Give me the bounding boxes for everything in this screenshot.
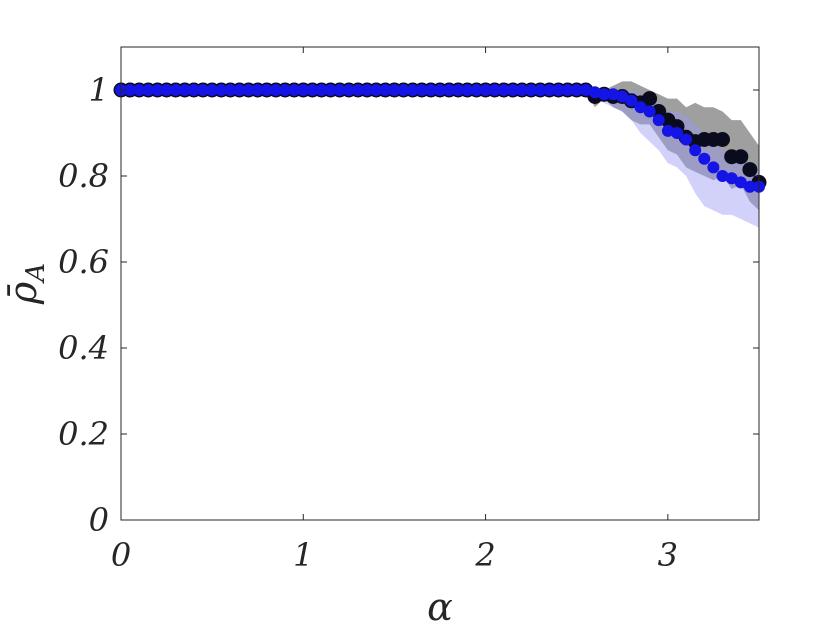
point-series-2 xyxy=(151,84,164,96)
y-axis-label-main: ρ̄ xyxy=(1,281,45,305)
axis-ticks xyxy=(120,47,759,521)
point-series-2 xyxy=(342,84,355,96)
point-series-2 xyxy=(561,84,574,96)
y-axis-label-subscript: A xyxy=(21,263,51,284)
point-series-1 xyxy=(642,91,658,107)
point-series-2 xyxy=(206,84,219,96)
point-series-2 xyxy=(607,88,620,101)
point-series-2 xyxy=(379,84,392,96)
point-series-2 xyxy=(187,84,200,96)
point-series-2 xyxy=(352,84,364,96)
point-series-2 xyxy=(443,84,456,96)
point-series-2 xyxy=(570,84,583,96)
point-series-2 xyxy=(260,84,273,96)
point-series-2 xyxy=(525,84,538,96)
point-series-2 xyxy=(716,170,729,182)
point-series-2 xyxy=(315,84,328,96)
y-tick-label: 0.8 xyxy=(58,157,109,195)
point-series-2 xyxy=(288,84,301,96)
point-series-2 xyxy=(734,176,747,189)
point-series-2 xyxy=(634,101,647,114)
point-series-2 xyxy=(588,86,601,99)
point-series-2 xyxy=(370,84,383,96)
point-series-2 xyxy=(142,84,155,96)
point-series-2 xyxy=(224,84,237,96)
point-series-2 xyxy=(424,84,437,96)
point-series-2 xyxy=(215,84,228,96)
point-series-2 xyxy=(406,84,419,96)
point-series-2 xyxy=(488,84,501,96)
point-series-2 xyxy=(169,84,182,96)
point-series-2 xyxy=(689,144,702,157)
point-series-2 xyxy=(297,84,310,96)
point-series-2 xyxy=(743,180,756,193)
x-tick-label: 3 xyxy=(658,536,678,574)
point-series-1 xyxy=(733,149,749,165)
point-series-2 xyxy=(397,84,410,96)
point-series-2 xyxy=(160,84,173,96)
point-series-2 xyxy=(497,84,510,96)
y-tick-label: 0.4 xyxy=(58,329,109,367)
point-series-1 xyxy=(742,162,758,178)
point-series-2 xyxy=(434,84,446,96)
point-series-2 xyxy=(178,84,191,96)
point-series-2 xyxy=(680,133,693,146)
point-series-2 xyxy=(361,84,374,96)
point-series-2 xyxy=(698,152,711,165)
data-points xyxy=(113,82,767,193)
point-series-2 xyxy=(643,105,656,118)
point-series-2 xyxy=(661,124,674,137)
point-series-2 xyxy=(625,94,638,107)
point-series-2 xyxy=(269,84,282,96)
point-series-2 xyxy=(506,84,519,96)
x-tick-label: 2 xyxy=(474,536,495,574)
axes-box xyxy=(120,46,760,521)
y-tick-label: 1 xyxy=(89,71,109,109)
point-series-2 xyxy=(579,84,592,96)
point-series-2 xyxy=(461,84,474,96)
x-axis-label: α xyxy=(427,585,453,629)
point-series-2 xyxy=(133,84,146,96)
point-series-2 xyxy=(333,84,346,96)
point-series-2 xyxy=(306,84,319,96)
point-series-2 xyxy=(324,84,337,96)
point-series-2 xyxy=(516,84,528,96)
point-series-2 xyxy=(452,84,465,96)
x-tick-label: 0 xyxy=(111,536,131,574)
point-series-2 xyxy=(124,84,137,96)
point-series-2 xyxy=(415,84,428,96)
point-series-2 xyxy=(725,172,738,185)
point-series-2 xyxy=(552,84,565,96)
point-series-2 xyxy=(534,84,547,96)
point-series-2 xyxy=(388,84,401,96)
point-series-2 xyxy=(242,84,255,96)
point-series-2 xyxy=(598,88,611,101)
point-series-2 xyxy=(479,84,492,96)
point-series-1 xyxy=(715,132,730,147)
y-tick-label: 0.2 xyxy=(58,415,109,453)
point-series-2 xyxy=(671,127,683,139)
point-series-2 xyxy=(707,161,720,174)
point-series-2 xyxy=(652,114,665,127)
point-series-2 xyxy=(543,84,556,96)
point-series-2 xyxy=(470,84,483,96)
point-series-2 xyxy=(251,84,264,96)
point-series-2 xyxy=(279,84,292,96)
point-series-2 xyxy=(616,90,629,103)
y-axis-label: ρ̄A xyxy=(1,263,51,305)
y-tick-label: 0.6 xyxy=(58,243,109,281)
tick-labels: 0 1 2 3 0 0.2 0.4 0.6 0.8 1 xyxy=(58,71,678,574)
y-tick-label: 0 xyxy=(89,501,109,539)
point-series-2 xyxy=(197,84,209,96)
point-series-2 xyxy=(233,84,246,96)
x-tick-label: 1 xyxy=(293,536,313,574)
